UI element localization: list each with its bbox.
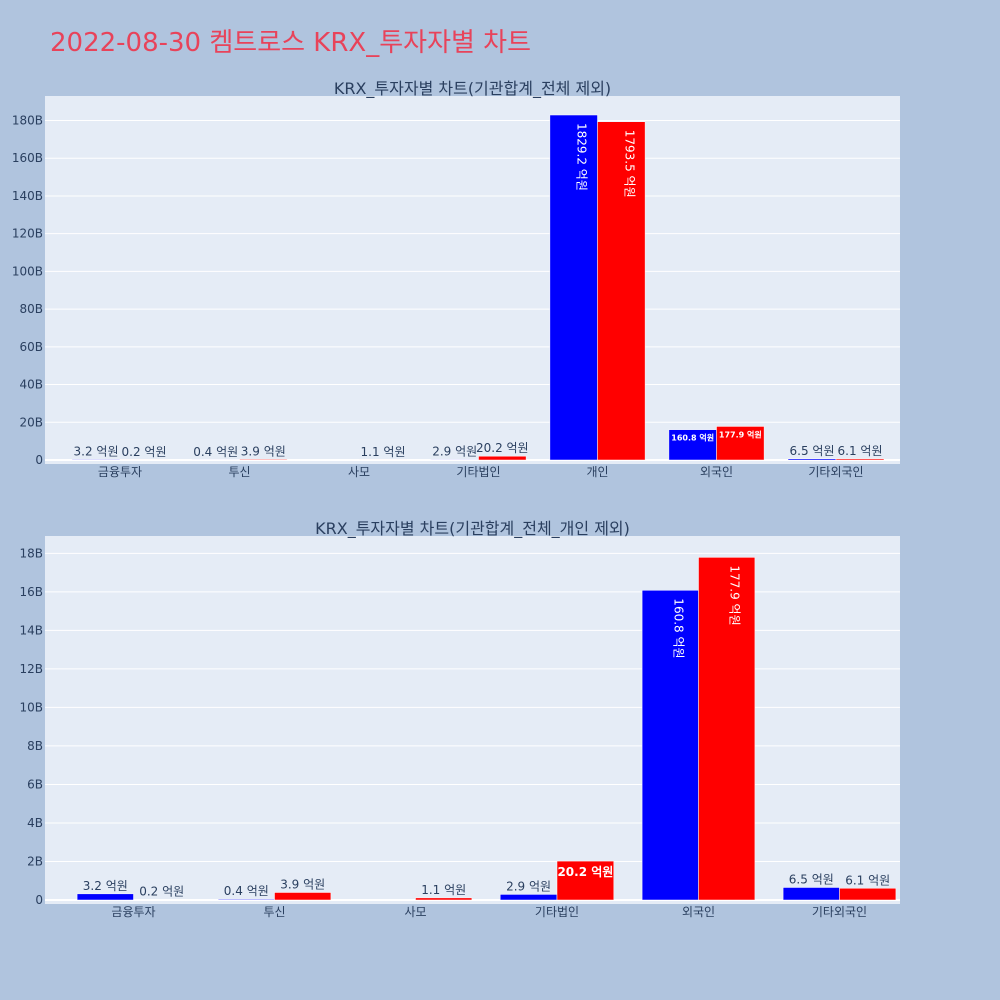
data-label: 20.2 억원 bbox=[557, 865, 613, 879]
data-label: 20.2 억원 bbox=[476, 441, 529, 455]
bar bbox=[76, 893, 134, 901]
bar bbox=[217, 898, 275, 901]
bar bbox=[499, 894, 558, 901]
y-tick-label: 180B bbox=[12, 114, 43, 128]
plot-area bbox=[45, 536, 900, 904]
y-tick-label: 20B bbox=[19, 415, 43, 429]
y-tick-label: 6B bbox=[27, 777, 43, 791]
data-label: 3.9 억원 bbox=[241, 444, 286, 458]
data-label: 0.4 억원 bbox=[224, 884, 269, 898]
bar bbox=[641, 590, 699, 901]
bar bbox=[668, 429, 717, 461]
data-label: 3.2 억원 bbox=[83, 879, 128, 893]
data-label: 2.9 억원 bbox=[432, 444, 477, 458]
y-tick-label: 12B bbox=[19, 662, 43, 676]
chart-title: KRX_투자자별 차트(기관합계_전체_개인 제외) bbox=[315, 519, 630, 539]
bar bbox=[549, 114, 598, 461]
data-label: 160.8 억원 bbox=[671, 598, 685, 658]
bar bbox=[239, 459, 288, 461]
y-tick-label: 4B bbox=[27, 816, 43, 830]
chart-panel-bottom: 0 2B 4B 6B 8B 10B 12B 14B 16B 18B KRX_투자자별 차트(기관합계… bbox=[19, 519, 900, 919]
data-label: 3.9 억원 bbox=[280, 877, 325, 891]
data-label: 1.1 억원 bbox=[421, 883, 466, 897]
bar bbox=[835, 458, 885, 461]
y-tick-label: 100B bbox=[12, 264, 43, 278]
data-label: 6.1 억원 bbox=[845, 873, 890, 887]
page-title: 2022-08-30 켐트로스 KRX_투자자별 차트 bbox=[50, 28, 532, 58]
y-tick-label: 80B bbox=[19, 302, 43, 316]
data-label: 0.2 억원 bbox=[122, 445, 167, 459]
x-tick-label: 기타외국인 bbox=[808, 465, 863, 479]
bar bbox=[71, 459, 121, 461]
y-tick-label: 140B bbox=[12, 189, 43, 203]
plot-area bbox=[45, 96, 900, 464]
x-tick-label: 금융투자 bbox=[98, 465, 142, 479]
data-label: 0.2 억원 bbox=[139, 885, 184, 899]
data-label: 1829.2 억원 bbox=[575, 123, 589, 191]
y-tick-label: 2B bbox=[27, 854, 43, 868]
bar bbox=[782, 887, 840, 901]
data-label: 6.5 억원 bbox=[789, 872, 834, 886]
data-label: 6.1 억원 bbox=[838, 444, 883, 458]
x-tick-label: 기타법인 bbox=[456, 465, 500, 479]
x-tick-label: 외국인 bbox=[700, 465, 733, 479]
bar bbox=[597, 121, 646, 461]
y-tick-label: 0 bbox=[35, 893, 43, 907]
data-label: 1793.5 억원 bbox=[622, 130, 636, 198]
x-tick-label: 금융투자 bbox=[111, 905, 155, 919]
data-label: 160.8 억원 bbox=[671, 433, 714, 443]
y-tick-label: 0 bbox=[35, 453, 43, 467]
y-tick-label: 40B bbox=[19, 378, 43, 392]
x-tick-label: 사모 bbox=[348, 465, 370, 479]
data-label: 1.1 억원 bbox=[361, 445, 406, 459]
x-tick-label: 투신 bbox=[228, 465, 250, 479]
data-label: 3.2 억원 bbox=[74, 444, 119, 458]
y-tick-label: 120B bbox=[12, 227, 43, 241]
x-tick-label: 외국인 bbox=[682, 905, 715, 919]
x-tick-label: 개인 bbox=[586, 465, 608, 479]
y-tick-label: 160B bbox=[12, 151, 43, 165]
x-tick-label: 투신 bbox=[263, 905, 285, 919]
data-label: 6.5 억원 bbox=[790, 444, 835, 458]
bar bbox=[787, 458, 837, 461]
y-tick-label: 18B bbox=[19, 546, 43, 560]
chart-title: KRX_투자자별 차트(기관합계_전체 제외) bbox=[334, 79, 611, 99]
bar bbox=[478, 455, 527, 461]
chart-panel-top: 0 20B 40B 60B 80B 100B 120B 140B 160B 180B KRX_투자자… bbox=[12, 79, 900, 479]
y-tick-label: 10B bbox=[19, 700, 43, 714]
bar bbox=[698, 557, 756, 901]
bar bbox=[430, 459, 479, 461]
data-label: 2.9 억원 bbox=[506, 879, 551, 893]
y-tick-label: 16B bbox=[19, 585, 43, 599]
y-tick-label: 8B bbox=[27, 739, 43, 753]
y-tick-label: 14B bbox=[19, 623, 43, 637]
data-label: 177.9 억원 bbox=[728, 565, 742, 625]
bar bbox=[839, 888, 897, 901]
data-label: 177.9 억원 bbox=[719, 429, 762, 439]
data-label: 0.4 억원 bbox=[193, 445, 238, 459]
x-tick-label: 기타법인 bbox=[535, 905, 579, 919]
bar bbox=[274, 892, 332, 901]
bar bbox=[556, 860, 615, 901]
bar bbox=[716, 426, 765, 461]
y-tick-label: 60B bbox=[19, 340, 43, 354]
x-tick-label: 기타외국인 bbox=[812, 905, 867, 919]
x-tick-label: 사모 bbox=[404, 905, 426, 919]
bar bbox=[415, 897, 473, 901]
